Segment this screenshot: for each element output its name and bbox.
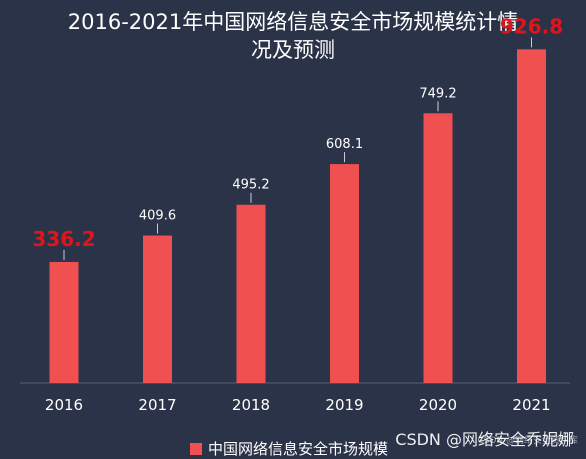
- bar-2016: [49, 261, 79, 383]
- data-label-2020: 749.2: [419, 86, 456, 101]
- data-label-2021: 926.8: [500, 14, 563, 38]
- x-tick-2020: 2020: [419, 396, 457, 414]
- x-tick-2021: 2021: [512, 396, 550, 414]
- data-label-2017: 409.6: [139, 209, 176, 224]
- legend: 中国网络信息安全市场规模: [190, 438, 388, 459]
- chart-title: 2016-2021年中国网络信息安全市场规模统计情 况及预测: [0, 8, 586, 64]
- data-label-2016: 336.2: [32, 227, 95, 251]
- watermark-small: CSDN @网络安全资料库: [477, 436, 578, 446]
- x-tick-2016: 2016: [45, 396, 83, 414]
- data-label-2019: 608.1: [326, 137, 363, 152]
- bar-2017: [143, 235, 172, 383]
- chart-title-line-2: 况及预测: [251, 38, 335, 62]
- bar-2020: [423, 113, 453, 384]
- legend-label: 中国网络信息安全市场规模: [208, 440, 389, 458]
- data-label-2018: 495.2: [232, 178, 269, 193]
- x-tick-2017: 2017: [138, 396, 176, 414]
- chart-title-line-1: 2016-2021年中国网络信息安全市场规模统计情: [67, 10, 519, 34]
- bar-2021: [517, 49, 546, 384]
- bar-2019: [330, 164, 359, 383]
- x-tick-2018: 2018: [232, 396, 270, 414]
- watermark: CSDN @网络安全乔妮娜: [395, 430, 574, 449]
- bar-2018: [236, 204, 266, 383]
- x-tick-2019: 2019: [325, 396, 363, 414]
- legend-swatch: [190, 442, 202, 455]
